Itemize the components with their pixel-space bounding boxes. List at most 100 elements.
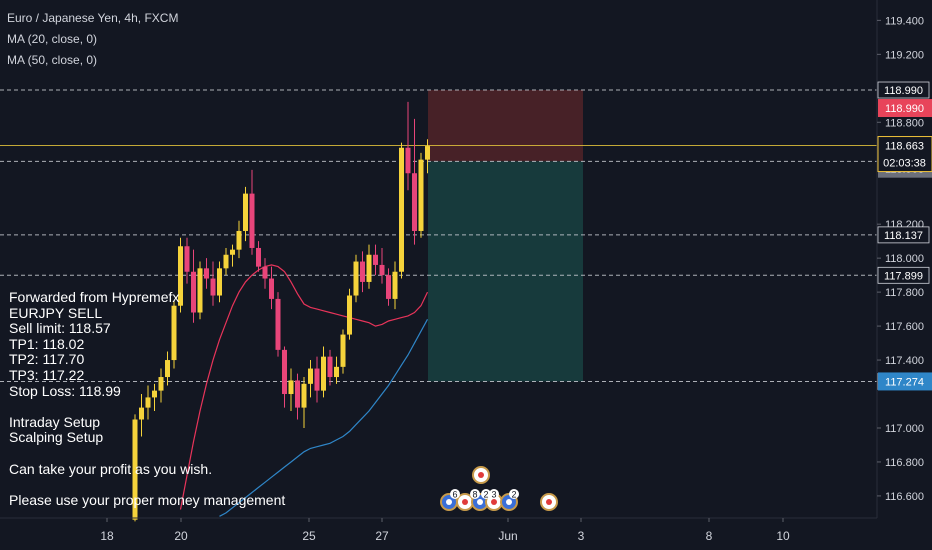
price-tag-label: 117.274 [885, 376, 924, 388]
stop-loss-zone[interactable] [428, 90, 583, 162]
event-badge-dot [446, 499, 452, 505]
candle-body [288, 380, 294, 395]
candle[interactable] [295, 373, 300, 420]
candle-body [217, 268, 222, 296]
candle[interactable] [379, 247, 385, 284]
candle-body [353, 261, 359, 296]
candle-body [197, 268, 203, 313]
event-count-label: 2 [483, 490, 488, 500]
take-profit-zone[interactable] [428, 161, 583, 382]
ma50-legend[interactable]: MA (50, close, 0) [7, 53, 98, 67]
candle[interactable] [392, 261, 398, 310]
candle-body [145, 397, 151, 408]
candle[interactable] [204, 258, 209, 289]
candle[interactable] [353, 254, 359, 303]
candle-body [243, 193, 248, 231]
note-line: Forwarded from Hypremefx [9, 289, 180, 305]
candle[interactable] [360, 251, 365, 293]
candle[interactable] [288, 368, 294, 412]
candle-body [249, 193, 255, 248]
candle[interactable] [314, 356, 320, 403]
candle[interactable] [262, 258, 268, 289]
candle-body [262, 266, 268, 279]
candle[interactable] [366, 244, 372, 289]
candle[interactable] [308, 360, 313, 398]
level-label-box [877, 226, 930, 244]
candle[interactable] [132, 414, 138, 522]
candle[interactable] [165, 351, 170, 386]
candle[interactable] [340, 329, 346, 374]
time-tick-label: 8 [706, 529, 713, 543]
candle[interactable] [334, 356, 339, 384]
candle[interactable] [230, 244, 235, 267]
time-axis[interactable]: 18 20 25 27 Jun 3 8 10 [0, 517, 877, 543]
level-label: 118.137 [884, 230, 923, 242]
candle[interactable] [223, 247, 229, 276]
candle[interactable] [386, 268, 391, 306]
candle[interactable] [418, 152, 424, 238]
candle[interactable] [412, 118, 417, 245]
candle-body [373, 254, 378, 265]
event-badge-dot [462, 499, 468, 505]
candle[interactable] [399, 142, 404, 279]
note-line: EURJPY SELL [9, 304, 103, 321]
time-tick-label: 3 [578, 529, 585, 543]
candle[interactable] [191, 249, 196, 323]
candle-body [334, 366, 339, 378]
candle-body [379, 264, 385, 276]
price-scale[interactable]: 119.400119.200118.800118.200118.000117.8… [876, 0, 932, 550]
candle[interactable] [249, 169, 255, 255]
candle-body [178, 246, 183, 306]
candle[interactable] [275, 292, 281, 357]
candle[interactable] [158, 368, 164, 403]
ma20-legend[interactable]: MA (20, close, 0) [7, 32, 98, 46]
candle[interactable] [210, 261, 216, 306]
candle[interactable] [347, 288, 352, 340]
candle[interactable] [184, 237, 190, 284]
candle-body [366, 254, 372, 282]
candle[interactable] [145, 385, 151, 420]
candle-body [282, 349, 287, 395]
candle-body [191, 271, 196, 313]
event-badge-dot [506, 499, 512, 505]
event-badge-dot [491, 499, 497, 505]
candle[interactable] [152, 383, 157, 412]
candle[interactable] [217, 261, 222, 303]
candle[interactable] [269, 266, 274, 310]
time-tick-label: 10 [776, 529, 790, 543]
candle[interactable] [373, 244, 378, 276]
candle[interactable] [301, 377, 307, 428]
candle[interactable] [282, 346, 287, 408]
candle[interactable] [197, 261, 203, 320]
event-count-badge [450, 489, 460, 499]
price-tick-label: 117.800 [885, 287, 924, 299]
note-line [9, 477, 285, 493]
candle[interactable] [236, 220, 242, 259]
symbol-title[interactable]: Euro / Japanese Yen, 4h, FXCM [7, 11, 179, 25]
time-tick-label: Jun [498, 529, 517, 543]
candle-body [223, 254, 229, 269]
candle[interactable] [405, 101, 411, 191]
candle[interactable] [321, 346, 326, 398]
candle-body [340, 334, 346, 367]
candle[interactable] [256, 241, 261, 272]
candle-body [392, 271, 398, 299]
trade-setup-note[interactable]: Forwarded from Hypremefx EURJPY SELL Sell … [9, 289, 285, 508]
candle[interactable] [139, 394, 144, 437]
candle-body [301, 383, 307, 408]
candle[interactable] [327, 349, 333, 386]
candle-body [139, 407, 144, 420]
candle[interactable] [178, 237, 183, 313]
event-count-badge [470, 489, 480, 499]
candle-body [425, 146, 430, 160]
candle[interactable] [243, 186, 248, 242]
note-line [9, 446, 285, 462]
note-line: TP2: 117.70 [9, 351, 85, 368]
level-label: 117.899 [884, 270, 923, 282]
candle-body [314, 368, 320, 391]
price-tick-label: 116.600 [885, 491, 924, 503]
candle[interactable] [171, 300, 177, 369]
candle[interactable] [425, 139, 430, 174]
